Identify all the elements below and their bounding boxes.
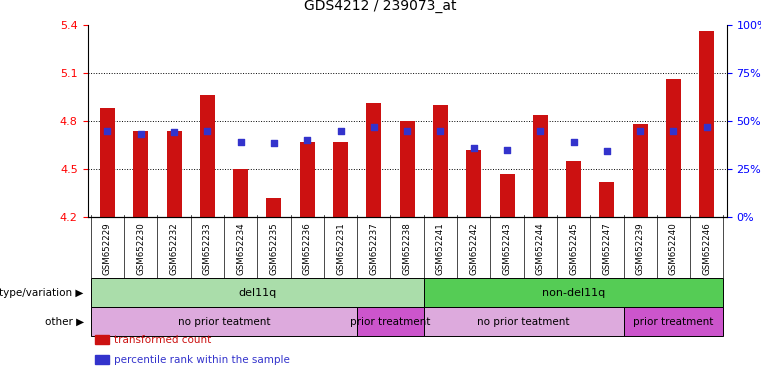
Text: GSM652233: GSM652233 [203,222,212,275]
Point [368,124,380,131]
Bar [600,182,614,217]
Point [101,127,113,134]
Text: del11q: del11q [238,288,276,298]
Bar [366,103,381,217]
Text: other ▶: other ▶ [45,316,84,327]
Point [667,127,680,134]
Point [634,127,646,134]
Bar [133,131,148,217]
Text: GSM652229: GSM652229 [103,222,112,275]
Text: GSM652245: GSM652245 [569,222,578,275]
Bar [233,169,248,217]
Bar [333,142,348,217]
Text: GSM652246: GSM652246 [702,222,712,275]
Text: prior treatment: prior treatment [350,316,431,327]
Text: transformed count: transformed count [114,335,212,345]
Text: no prior teatment: no prior teatment [178,316,270,327]
Text: GSM652232: GSM652232 [170,222,179,275]
Text: percentile rank within the sample: percentile rank within the sample [114,355,290,365]
Text: GSM652231: GSM652231 [336,222,345,275]
Bar [433,105,448,217]
Point [701,124,713,131]
Bar [533,114,548,217]
Bar [632,124,648,217]
Text: GSM652241: GSM652241 [436,222,445,275]
Text: GSM652238: GSM652238 [403,222,412,275]
Point [234,139,247,145]
Bar [400,121,415,217]
Text: GSM652230: GSM652230 [136,222,145,275]
Text: GSM652235: GSM652235 [269,222,279,275]
Bar [466,150,481,217]
Text: prior treatment: prior treatment [633,316,714,327]
Text: GSM652234: GSM652234 [236,222,245,275]
Point [401,127,413,134]
Bar [499,174,514,217]
Point [135,131,147,137]
Text: non-del11q: non-del11q [542,288,605,298]
Bar [200,95,215,217]
Point [268,140,280,146]
Point [468,145,480,151]
Text: no prior teatment: no prior teatment [477,316,570,327]
Bar [699,31,715,217]
Point [301,137,314,143]
Text: GSM652247: GSM652247 [603,222,611,275]
Text: GDS4212 / 239073_at: GDS4212 / 239073_at [304,0,457,13]
Text: GSM652237: GSM652237 [369,222,378,275]
Text: GSM652240: GSM652240 [669,222,678,275]
Point [601,148,613,154]
Point [534,127,546,134]
Text: GSM652244: GSM652244 [536,222,545,275]
Text: GSM652243: GSM652243 [502,222,511,275]
Point [335,127,347,134]
Point [435,127,447,134]
Bar [100,108,115,217]
Bar [266,198,282,217]
Point [568,139,580,145]
Bar [167,131,182,217]
Text: GSM652239: GSM652239 [635,222,645,275]
Point [168,129,180,135]
Bar [566,161,581,217]
Bar [300,142,315,217]
Bar [666,79,681,217]
Text: GSM652242: GSM652242 [470,222,478,275]
Text: GSM652236: GSM652236 [303,222,312,275]
Text: genotype/variation ▶: genotype/variation ▶ [0,288,84,298]
Point [501,147,513,153]
Point [201,127,213,134]
